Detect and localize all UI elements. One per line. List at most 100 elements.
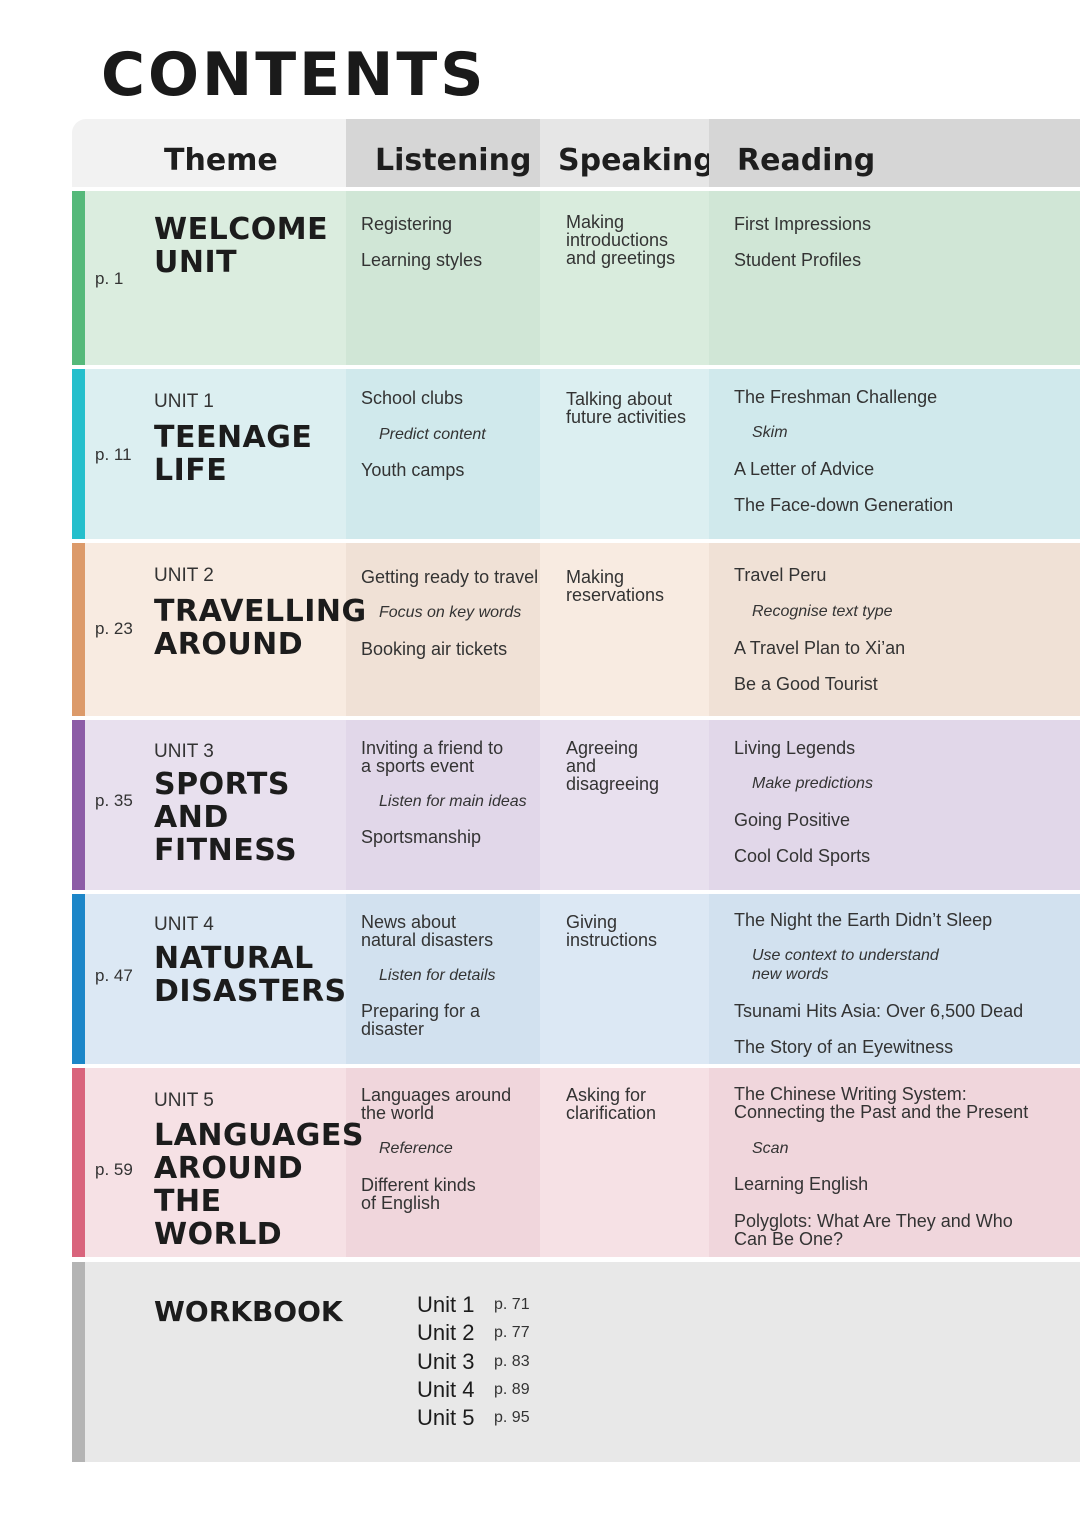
- speaking-cell: [540, 1068, 709, 1257]
- unit-title: LANGUAGES AROUND THE WORLD: [154, 1118, 364, 1252]
- listening-cell: [346, 191, 540, 365]
- listening-item: Preparing for a disaster: [361, 1001, 481, 1039]
- unit-page-number: p. 23: [95, 619, 133, 638]
- listening-item: Booking air tickets: [361, 639, 508, 659]
- theme-cell: [85, 543, 346, 716]
- skill-tip: Make predictions: [752, 775, 873, 792]
- reading-item: Be a Good Tourist: [734, 674, 878, 694]
- workbook-unit: Unit 4: [417, 1376, 475, 1402]
- reading-item: Cool Cold Sports: [734, 846, 871, 866]
- reading-cell: [709, 720, 1080, 890]
- skill-tip: Predict content: [379, 426, 486, 443]
- workbook-page: p. 95: [494, 1409, 530, 1427]
- unit-label: UNIT 2: [154, 565, 214, 586]
- reading-item: The Chinese Writing System: Connecting t…: [734, 1084, 1029, 1122]
- unit-row: p. 1 WELCOME UNIT Registering Learning styl…: [72, 191, 1080, 365]
- table-header: Theme Listening Speaking Reading: [72, 119, 1080, 187]
- theme-cell: [85, 369, 346, 539]
- reading-item: A Travel Plan to Xi’an: [734, 638, 906, 658]
- reading-cell: [709, 894, 1080, 1064]
- unit-color-band: [72, 720, 85, 890]
- speaking-cell: [540, 369, 709, 539]
- unit-page-number: p. 35: [95, 791, 133, 810]
- header-theme: Theme: [72, 119, 346, 187]
- listening-item: School clubs: [361, 388, 464, 408]
- skill-tip: Listen for main ideas: [379, 793, 527, 810]
- skill-tip: Skim: [752, 424, 788, 441]
- unit-color-band: [72, 894, 85, 1064]
- unit-row: p. 23 UNIT 2 TRAVELLING AROUND Getting read…: [72, 543, 1080, 716]
- workbook-page: p. 77: [494, 1324, 530, 1342]
- unit-page-number: p. 11: [95, 445, 132, 464]
- speaking-item: Talking about future activities: [566, 389, 687, 427]
- unit-title: SPORTS AND FITNESS: [154, 767, 298, 868]
- reading-cell: [709, 369, 1080, 539]
- reading-item: Living Legends: [734, 738, 856, 758]
- unit-page-number: p. 1: [95, 269, 124, 288]
- listening-cell: [346, 720, 540, 890]
- workbook-page: p. 83: [494, 1352, 530, 1370]
- listening-item: News about natural disasters: [361, 912, 494, 950]
- unit-color-band: [72, 191, 85, 365]
- speaking-item: Making introductions and greetings: [566, 212, 676, 268]
- unit-page-number: p. 59: [95, 1160, 133, 1179]
- listening-item: Youth camps: [361, 460, 465, 480]
- listening-item: Languages around the world: [361, 1085, 512, 1123]
- reading-item: First Impressions: [734, 214, 872, 234]
- unit-color-band: [72, 543, 85, 716]
- reading-item: The Night the Earth Didn’t Sleep: [734, 910, 993, 930]
- reading-item: The Face-down Generation: [734, 495, 954, 515]
- page-title: CONTENTS: [101, 40, 487, 110]
- skill-tip: Listen for details: [379, 967, 496, 984]
- theme-cell: [85, 894, 346, 1064]
- theme-cell: [85, 1068, 346, 1257]
- unit-label: UNIT 1: [154, 391, 214, 412]
- reading-cell: [709, 191, 1080, 365]
- header-reading: Reading: [709, 119, 1080, 187]
- unit-row: p. 11 UNIT 1 TEENAGE LIFE School clubs Predi…: [72, 369, 1080, 539]
- workbook-color-band: [72, 1262, 85, 1462]
- skill-tip: Scan: [752, 1140, 789, 1157]
- reading-item: A Letter of Advice: [734, 459, 875, 479]
- unit-label: UNIT 3: [154, 741, 214, 762]
- speaking-item: Making reservations: [566, 567, 665, 605]
- listening-item: Registering: [361, 214, 453, 234]
- speaking-item: Giving instructions: [566, 912, 658, 950]
- speaking-item: Agreeing and disagreeing: [566, 738, 660, 794]
- listening-item: Inviting a friend to a sports event: [361, 738, 504, 776]
- speaking-cell: [540, 543, 709, 716]
- unit-label: UNIT 5: [154, 1090, 214, 1111]
- speaking-cell: [540, 720, 709, 890]
- reading-item: Learning English: [734, 1174, 869, 1194]
- workbook-unit: Unit 2: [417, 1320, 475, 1346]
- workbook-page: p. 71: [494, 1296, 530, 1313]
- theme-cell: [85, 191, 346, 365]
- skill-tip: Reference: [379, 1140, 453, 1157]
- listening-item: Sportsmanship: [361, 827, 482, 847]
- unit-color-band: [72, 369, 85, 539]
- unit-title: TRAVELLING AROUND: [154, 594, 367, 662]
- listening-item: Different kinds of English: [361, 1175, 476, 1213]
- skill-tip: Focus on key words: [379, 604, 522, 621]
- reading-item: Tsunami Hits Asia: Over 6,500 Dead: [734, 1001, 1024, 1021]
- reading-item: Polyglots: What Are They and Who Can Be …: [734, 1211, 1013, 1249]
- reading-item: The Freshman Challenge: [734, 387, 938, 407]
- header-listening: Listening: [346, 119, 540, 187]
- unit-row: p. 47 UNIT 4 NATURAL DISASTERS News about n…: [72, 894, 1080, 1064]
- unit-title: TEENAGE LIFE: [154, 420, 313, 488]
- workbook-page: p. 89: [494, 1380, 530, 1398]
- reading-item: Travel Peru: [734, 565, 827, 585]
- speaking-cell: [540, 894, 709, 1064]
- theme-cell: [85, 720, 346, 890]
- workbook-unit: Unit 1: [417, 1292, 475, 1317]
- reading-item: The Story of an Eyewitness: [734, 1037, 954, 1057]
- reading-item: Going Positive: [734, 810, 851, 830]
- workbook-title: WORKBOOK: [154, 1295, 343, 1328]
- unit-color-band: [72, 1068, 85, 1257]
- unit-label: UNIT 4: [154, 914, 214, 935]
- unit-row: p. 59 UNIT 5 LANGUAGES AROUND THE WORLD Lan…: [72, 1068, 1080, 1257]
- unit-page-number: p. 47: [95, 966, 133, 985]
- speaking-cell: [540, 191, 709, 365]
- listening-item: Learning styles: [361, 250, 483, 270]
- reading-cell: [709, 543, 1080, 716]
